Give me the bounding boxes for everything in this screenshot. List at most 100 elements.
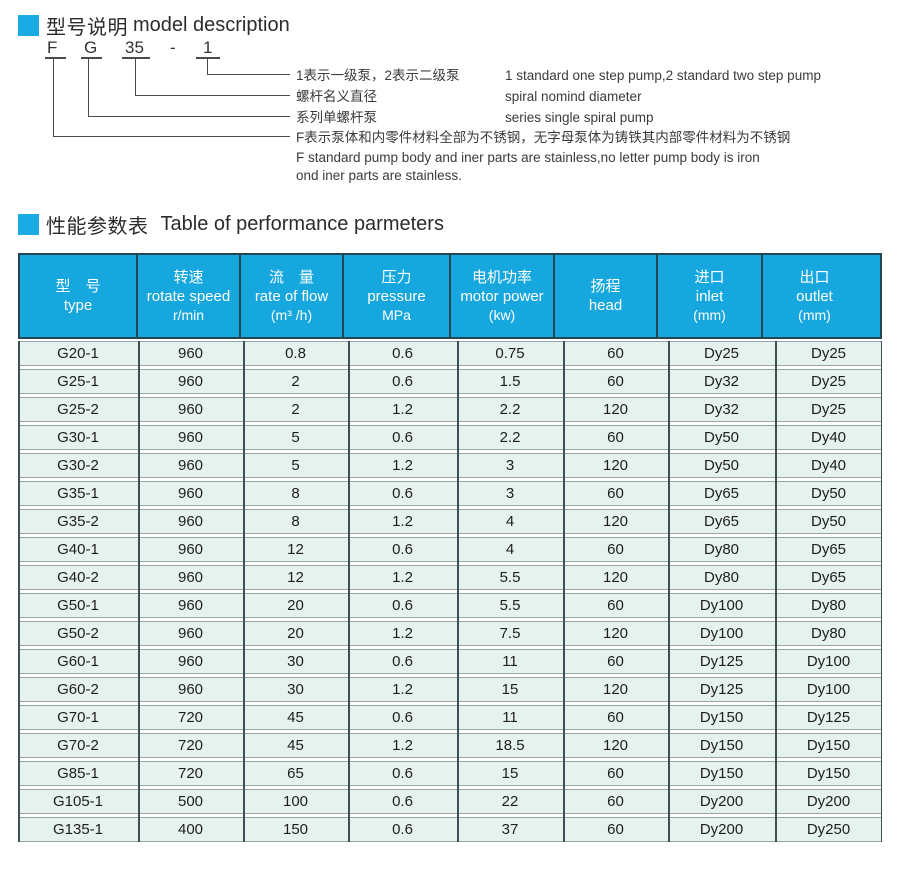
- column-header-outlet: 出口 outlet (mm): [796, 268, 833, 323]
- callout-connector-material: [53, 58, 290, 137]
- model-code-series-letter: G: [84, 38, 98, 57]
- table-cell-r17c4: 0.6: [348, 789, 457, 814]
- table-cell-r3c2: 960: [138, 397, 243, 422]
- table-cell-r11c5: 7.5: [457, 621, 563, 646]
- table-cell-r6c1: G35-1: [18, 481, 138, 506]
- model-code-steps: 1: [203, 38, 213, 57]
- table-cell-r2c2: 960: [138, 369, 243, 394]
- table-cell-r3c8: Dy25: [775, 397, 882, 422]
- table-cell-r16c5: 15: [457, 761, 563, 786]
- table-cell-r18c8: Dy250: [775, 817, 882, 842]
- table-cell-r18c5: 37: [457, 817, 563, 842]
- table-cell-r14c2: 720: [138, 705, 243, 730]
- table-cell-r15c5: 18.5: [457, 733, 563, 758]
- table-cell-r6c7: Dy65: [668, 481, 775, 506]
- table-cell-r17c1: G105-1: [18, 789, 138, 814]
- performance-table-body: G20-1 960 0.8 0.6 0.75 60 Dy25 Dy25 G25-1 960 2 0.6…: [18, 341, 882, 842]
- table-cell-r4c4: 0.6: [348, 425, 457, 450]
- table-column-line: [563, 341, 565, 842]
- table-cell-r14c5: 11: [457, 705, 563, 730]
- table-cell-r12c4: 0.6: [348, 649, 457, 674]
- callout-series-zh: 系列单螺杆泵: [296, 110, 377, 125]
- table-cell-r8c1: G40-1: [18, 537, 138, 562]
- table-cell-r4c8: Dy40: [775, 425, 882, 450]
- table-cell-r12c6: 60: [563, 649, 668, 674]
- table-cell-r2c4: 0.6: [348, 369, 457, 394]
- table-cell-r7c8: Dy50: [775, 509, 882, 534]
- table-cell-r10c7: Dy100: [668, 593, 775, 618]
- table-cell-r5c6: 120: [563, 453, 668, 478]
- table-cell-r4c7: Dy50: [668, 425, 775, 450]
- table-cell-r14c4: 0.6: [348, 705, 457, 730]
- table-cell-r14c8: Dy125: [775, 705, 882, 730]
- table-cell-r6c2: 960: [138, 481, 243, 506]
- table-cell-r2c8: Dy25: [775, 369, 882, 394]
- table-cell-r16c4: 0.6: [348, 761, 457, 786]
- table-cell-r12c5: 11: [457, 649, 563, 674]
- table-column-line: [457, 341, 459, 842]
- table-cell-r13c2: 960: [138, 677, 243, 702]
- table-cell-r9c5: 5.5: [457, 565, 563, 590]
- column-header-type: 型 号 type: [20, 255, 138, 337]
- table-cell-r7c6: 120: [563, 509, 668, 534]
- table-cell-r16c2: 720: [138, 761, 243, 786]
- table-cell-r13c4: 1.2: [348, 677, 457, 702]
- underline-series: [81, 57, 102, 59]
- table-cell-r14c7: Dy150: [668, 705, 775, 730]
- table-column-line: [243, 341, 245, 842]
- table-cell-r17c2: 500: [138, 789, 243, 814]
- table-cell-r15c7: Dy150: [668, 733, 775, 758]
- table-column-line: [348, 341, 350, 842]
- table-cell-r14c3: 45: [243, 705, 348, 730]
- table-cell-r16c7: Dy150: [668, 761, 775, 786]
- table-cell-r5c3: 5: [243, 453, 348, 478]
- table-cell-r5c1: G30-2: [18, 453, 138, 478]
- table-cell-r17c8: Dy200: [775, 789, 882, 814]
- table-cell-r7c1: G35-2: [18, 509, 138, 534]
- callout-connector-steps: [207, 58, 290, 75]
- table-cell-r18c6: 60: [563, 817, 668, 842]
- table-cell-r11c7: Dy100: [668, 621, 775, 646]
- blue-square-bullet-icon: [18, 14, 39, 36]
- table-cell-r15c6: 120: [563, 733, 668, 758]
- underline-steps: [196, 57, 220, 59]
- table-column-line: [18, 341, 20, 842]
- table-cell-r10c8: Dy80: [775, 593, 882, 618]
- table-cell-r7c7: Dy65: [668, 509, 775, 534]
- table-cell-r17c7: Dy200: [668, 789, 775, 814]
- table-cell-r8c2: 960: [138, 537, 243, 562]
- table-cell-r17c3: 100: [243, 789, 348, 814]
- table-cell-r9c6: 120: [563, 565, 668, 590]
- table-cell-r15c4: 1.2: [348, 733, 457, 758]
- column-header-head: 扬程 head: [555, 255, 658, 337]
- table-cell-r3c7: Dy32: [668, 397, 775, 422]
- table-cell-r9c7: Dy80: [668, 565, 775, 590]
- underline-diameter: [122, 57, 150, 59]
- table-cell-r9c1: G40-2: [18, 565, 138, 590]
- section2-title-en: Table of performance parmeters: [160, 212, 444, 235]
- table-cell-r17c5: 22: [457, 789, 563, 814]
- callout-series-en: series single spiral pump: [505, 110, 654, 125]
- table-cell-r2c6: 60: [563, 369, 668, 394]
- table-cell-r3c5: 2.2: [457, 397, 563, 422]
- table-cell-r4c5: 2.2: [457, 425, 563, 450]
- table-cell-r13c1: G60-2: [18, 677, 138, 702]
- table-cell-r1c5: 0.75: [457, 341, 563, 366]
- table-cell-r2c5: 1.5: [457, 369, 563, 394]
- table-cell-r13c8: Dy100: [775, 677, 882, 702]
- callout-steps-en: 1 standard one step pump,2 standard two …: [505, 68, 821, 83]
- table-cell-r3c1: G25-2: [18, 397, 138, 422]
- table-cell-r7c5: 4: [457, 509, 563, 534]
- column-header-rotate-speed: 转速 rotate speed r/min: [138, 255, 241, 337]
- model-code-diameter: 35: [125, 38, 144, 57]
- table-column-line: [880, 341, 882, 842]
- table-cell-r18c2: 400: [138, 817, 243, 842]
- table-cell-r7c4: 1.2: [348, 509, 457, 534]
- table-cell-r5c4: 1.2: [348, 453, 457, 478]
- performance-table: 型 号 type 转速 rotate speed r/min 流 量 rate of flo…: [18, 253, 882, 842]
- table-cell-r6c6: 60: [563, 481, 668, 506]
- column-header-rate-of-flow: 流 量 rate of flow (m³ /h): [241, 255, 344, 337]
- section2-title-zh: 性能参数表: [46, 215, 149, 238]
- table-cell-r17c6: 60: [563, 789, 668, 814]
